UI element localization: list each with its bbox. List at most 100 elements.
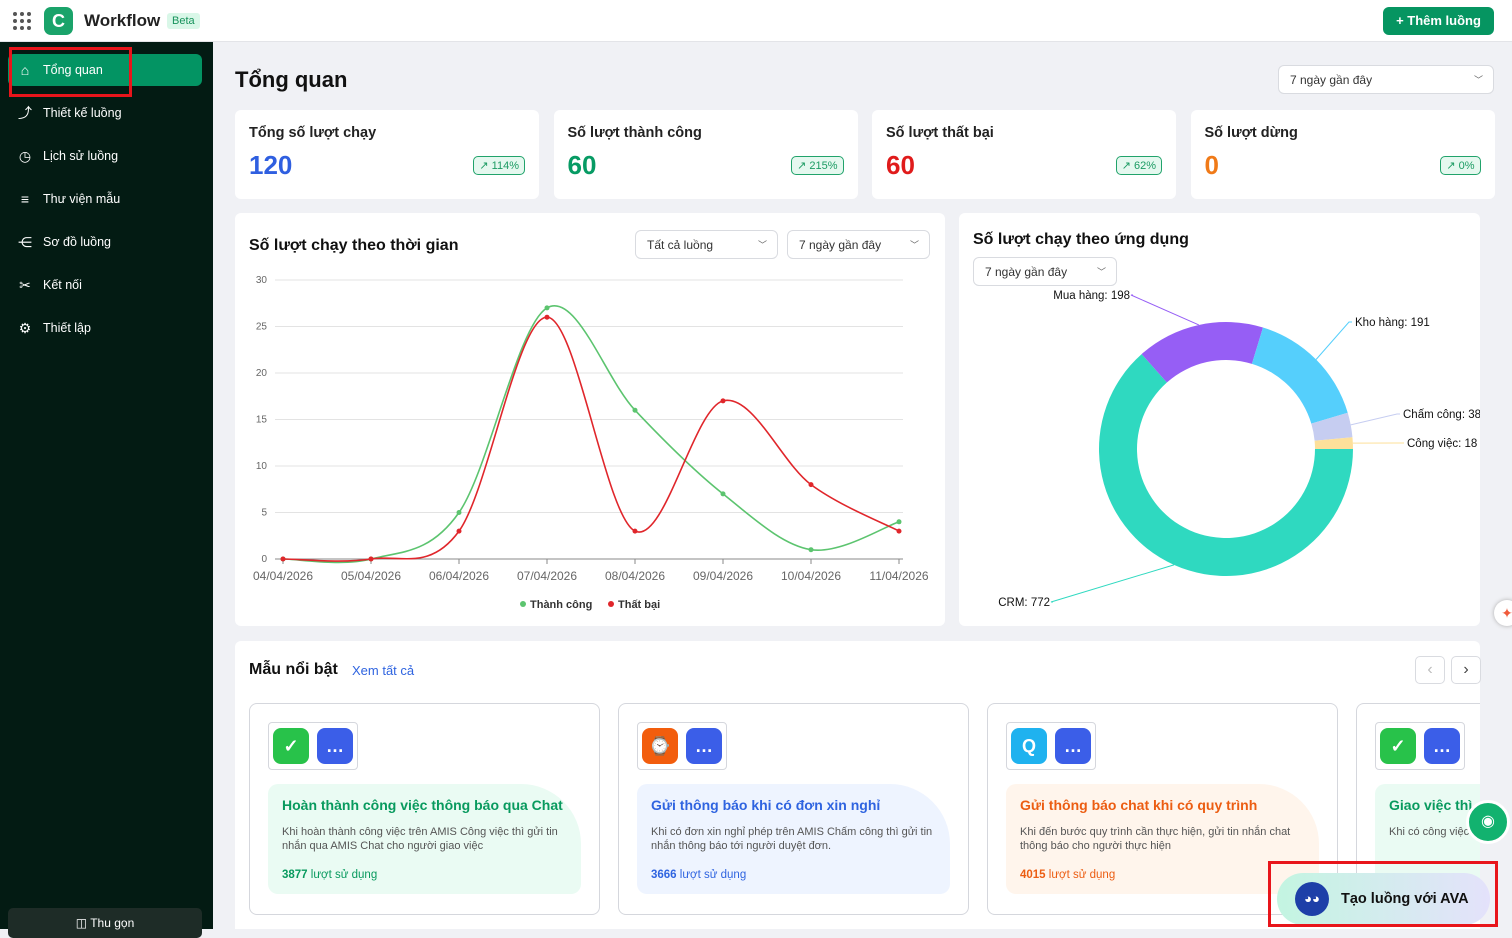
y-tick-label: 10	[256, 461, 268, 472]
template-body: Hoàn thành công việc thông báo qua Chat …	[268, 784, 581, 894]
home-icon: ⌂	[17, 62, 33, 78]
sidebar-item-2[interactable]: ◷Lịch sử luồng	[8, 140, 202, 172]
check-app-icon: ✓	[1380, 728, 1416, 764]
x-tick-label: 08/04/2026	[605, 569, 665, 583]
sidebar-item-5[interactable]: ✂Kết nối	[8, 269, 202, 301]
change-badge: ↗ 215%	[791, 156, 843, 175]
legend-label: Thành công	[530, 599, 592, 611]
brand-name: Workflow	[84, 11, 160, 31]
stat-label: Số lượt thất bại	[886, 125, 994, 141]
y-tick-label: 20	[256, 368, 268, 379]
prev-button[interactable]: ‹	[1415, 656, 1445, 684]
usage-unit: lượt sử dụng	[1049, 869, 1115, 881]
y-tick-label: 5	[261, 508, 267, 519]
sidebar-item-1[interactable]: ⤴Thiết kế luồng	[8, 97, 202, 129]
x-tick-label: 04/04/2026	[253, 569, 313, 583]
data-point	[809, 547, 814, 552]
chat-app-icon: …	[1055, 728, 1091, 764]
line-chart-panel: Số lượt chạy theo thời gian Tất cả luồng…	[235, 213, 945, 626]
template-app-icons: ✓…	[1375, 722, 1465, 770]
slice-value: 38	[1468, 409, 1480, 421]
collapse-label: Thu gọn	[90, 916, 134, 930]
chatbot-icon[interactable]: ◉	[1466, 800, 1510, 844]
check-app-icon: ✓	[273, 728, 309, 764]
create-with-ava-button[interactable]: ◕◕Tạo luồng với AVA	[1277, 873, 1490, 925]
sidebar-item-3[interactable]: ≡Thư viện mẫu	[8, 183, 202, 215]
change-badge: ↗ 0%	[1440, 156, 1480, 175]
template-title: Giao việc thì	[1389, 797, 1480, 813]
gear-icon: ⚙	[17, 320, 33, 337]
x-tick-label: 11/04/2026	[869, 569, 928, 583]
donut-slice	[1142, 322, 1263, 382]
slice-name: Kho hàng	[1355, 317, 1404, 329]
trend-up-icon: ↗	[797, 160, 809, 172]
template-usage: 4015 lượt sử dụng	[1020, 869, 1305, 881]
slice-value: 191	[1411, 317, 1430, 329]
x-tick-label: 05/04/2026	[341, 569, 401, 583]
template-title: Hoàn thành công việc thông báo qua Chat	[282, 797, 567, 813]
workflow-logo-icon: C	[44, 7, 73, 35]
data-point	[633, 529, 638, 534]
pie-chart-panel: Số lượt chạy theo ứng dụng 7 ngày gần đâ…	[959, 213, 1480, 626]
template-card[interactable]: ⌚… Gửi thông báo khi có đơn xin nghỉ Khi…	[618, 703, 969, 915]
x-tick-label: 06/04/2026	[429, 569, 489, 583]
data-point	[809, 482, 814, 487]
stat-label: Số lượt thành công	[568, 125, 702, 141]
top-bar: C Workflow Beta + Thêm luồng	[0, 0, 1512, 42]
chat-app-icon: …	[1424, 728, 1460, 764]
timekeeping-app-icon: ⌚	[642, 728, 678, 764]
x-tick-label: 07/04/2026	[517, 569, 577, 583]
trend-up-icon: ↗	[1446, 160, 1458, 172]
next-button[interactable]: ›	[1451, 656, 1481, 684]
data-point	[281, 557, 286, 562]
data-point	[457, 510, 462, 515]
template-usage: 3877 lượt sử dụng	[282, 869, 567, 881]
slice-label: Kho hàng: 191	[1355, 317, 1430, 329]
usage-count: 4015	[1020, 869, 1046, 881]
trend-up-icon: ↗	[479, 160, 491, 172]
stat-label: Số lượt dừng	[1205, 125, 1298, 141]
flow-filter-select[interactable]: Tất cả luồng﹀	[635, 230, 778, 259]
sidebar-item-label: Thư viện mẫu	[43, 192, 120, 206]
add-flow-button[interactable]: + Thêm luồng	[1383, 7, 1494, 35]
usage-unit: lượt sử dụng	[311, 869, 377, 881]
sidebar-item-0[interactable]: ⌂Tổng quan	[8, 54, 202, 86]
template-app-icons: ✓…	[268, 722, 358, 770]
stat-card: Tổng số lượt chạy 120 ↗ 114%	[235, 110, 539, 199]
template-description: Khi hoàn thành công việc trên AMIS Công …	[282, 825, 567, 853]
sidebar-item-label: Sơ đồ luồng	[43, 235, 111, 249]
sidebar-item-6[interactable]: ⚙Thiết lập	[8, 312, 202, 344]
change-value: 215%	[809, 160, 837, 172]
y-tick-label: 30	[256, 275, 268, 286]
range-select[interactable]: 7 ngày gần đây﹀	[1278, 65, 1494, 94]
sparkle-icon[interactable]: ✦	[1494, 600, 1512, 626]
data-point	[457, 529, 462, 534]
template-usage: 3666 lượt sử dụng	[651, 869, 936, 881]
app-grid-icon[interactable]	[13, 12, 31, 30]
stat-card: Số lượt dừng 0 ↗ 0%	[1191, 110, 1495, 199]
flow-filter-value: Tất cả luồng	[647, 238, 713, 252]
leader-line	[1131, 295, 1199, 325]
ava-bot-icon: ◕◕	[1295, 882, 1329, 916]
x-tick-label: 10/04/2026	[781, 569, 841, 583]
line-range-select[interactable]: 7 ngày gần đây﹀	[787, 230, 930, 259]
data-point	[897, 519, 902, 524]
template-card[interactable]: ✓… Hoàn thành công việc thông báo qua Ch…	[249, 703, 600, 915]
data-point	[281, 557, 286, 562]
slice-label: Chấm công: 38	[1403, 409, 1480, 421]
route-icon: ⤴	[17, 103, 33, 123]
sidebar-item-4[interactable]: ⋲Sơ đồ luồng	[8, 226, 202, 258]
change-value: 114%	[492, 160, 519, 172]
see-all-link[interactable]: Xem tất cả	[352, 663, 414, 678]
series-line-0	[283, 306, 899, 563]
collapse-sidebar-button[interactable]: ◫ Thu gọn	[8, 908, 202, 938]
stat-value: 0	[1205, 150, 1219, 181]
template-description: Khi đến bước quy trình cần thực hiện, gử…	[1020, 825, 1305, 853]
x-tick-label: 09/04/2026	[693, 569, 753, 583]
line-chart-title: Số lượt chạy theo thời gian	[249, 237, 458, 255]
change-value: 0%	[1459, 160, 1475, 172]
leader-line	[1351, 414, 1400, 425]
legend-marker	[608, 601, 614, 607]
